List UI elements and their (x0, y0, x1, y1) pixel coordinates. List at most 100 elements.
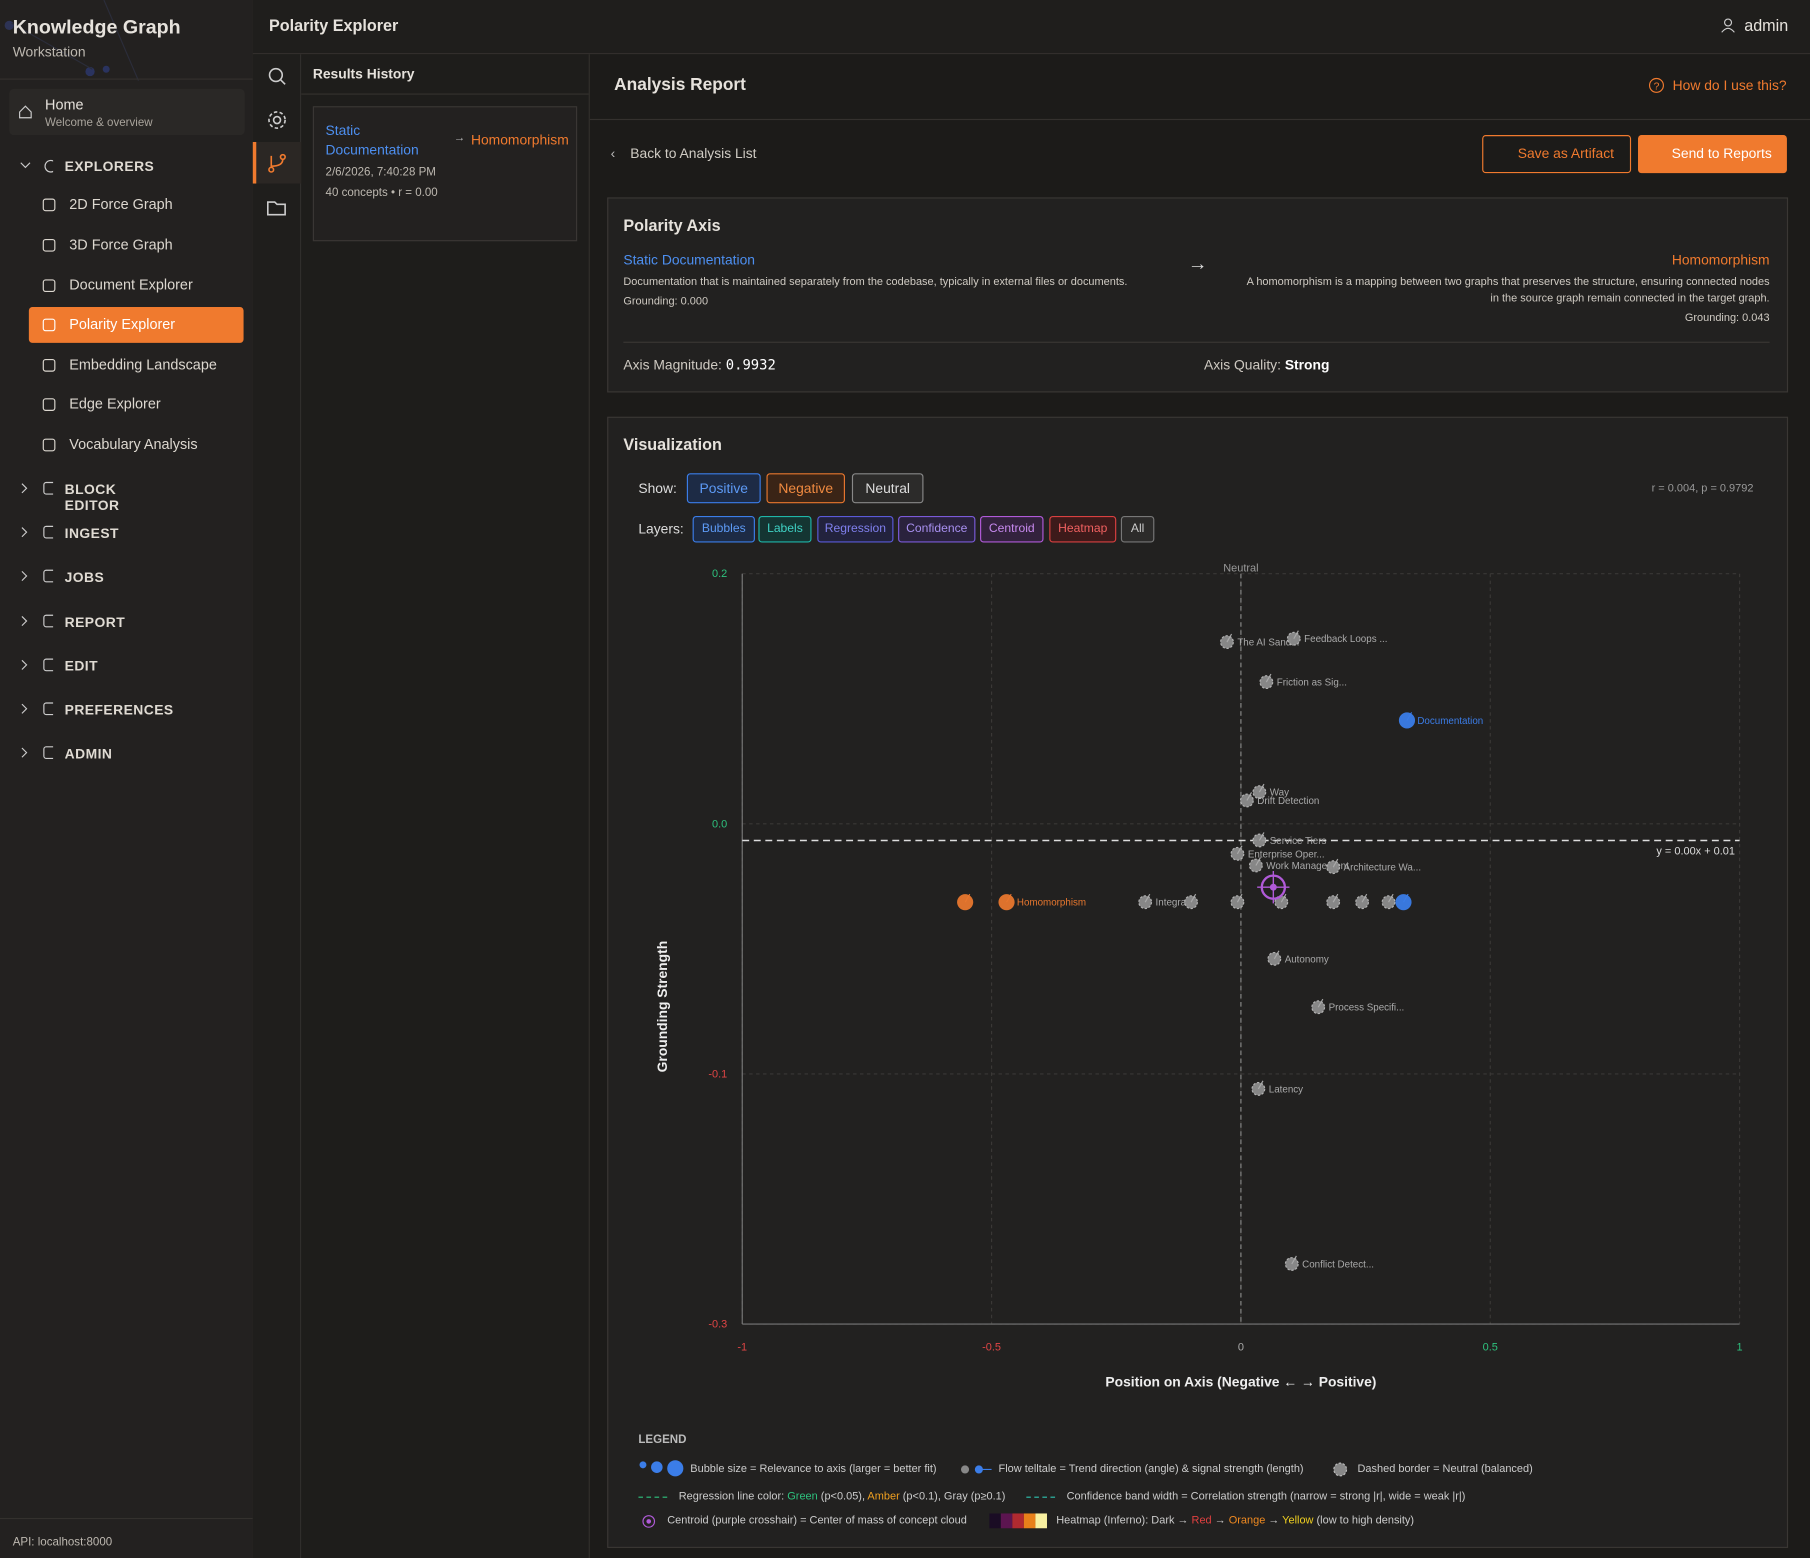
section-icon (21, 526, 54, 539)
divider (589, 118, 1810, 121)
legend-item: Regression line color: Green (p<0.05), A… (679, 1490, 1006, 1503)
positive-description: A homomorphism is a mapping between two … (1246, 275, 1770, 305)
nav-item[interactable]: 2D Force Graph (29, 187, 244, 223)
nav-item[interactable]: Polarity Explorer (28, 307, 244, 343)
sidebar: Knowledge Graph Workstation Home Welcome… (0, 0, 254, 1558)
section-label: ADMIN (64, 745, 113, 763)
divider (0, 78, 253, 80)
layer-toggle[interactable]: Confidence (898, 515, 976, 543)
send-reports-button[interactable]: Send to Reports (1638, 135, 1787, 174)
nav-item[interactable]: Document Explorer (29, 268, 244, 304)
magnitude-value: 0.9932 (725, 356, 776, 373)
point (1138, 895, 1153, 910)
layer-toggle[interactable]: Heatmap (1049, 515, 1117, 543)
negative-description: Documentation that is maintained separat… (623, 275, 1128, 289)
nav-item[interactable]: Edge Explorer (29, 387, 244, 423)
history-tab[interactable] (252, 141, 304, 184)
text: Orange (1228, 1514, 1266, 1528)
section-icon (21, 702, 54, 716)
point-label: Process Specifi... (1329, 1003, 1405, 1014)
nav-label: Embedding Landscape (69, 356, 217, 373)
axis-arrow: → (1187, 252, 1208, 275)
point-label: Service Tiers (1270, 836, 1327, 847)
layer-toggle[interactable]: Labels (758, 515, 812, 543)
nav-label: Polarity Explorer (69, 316, 176, 333)
button-label: Save as Artifact (1517, 145, 1614, 162)
layers-label: Layers: (638, 520, 684, 537)
history-meta: 40 concepts • r = 0.00 (325, 187, 438, 200)
positive-grounding: Grounding: 0.043 (1684, 311, 1770, 325)
arrow: → (453, 131, 466, 145)
svg-text:?: ? (1654, 81, 1660, 92)
nav-item[interactable]: Vocabulary Analysis (29, 427, 244, 463)
divider (0, 1517, 253, 1520)
flow-telltale (1332, 893, 1339, 903)
legend-item: Centroid (purple crosshair) = Center of … (667, 1514, 967, 1528)
point-label: Way (1270, 788, 1289, 799)
home-link[interactable]: Home Welcome & overview (9, 88, 245, 136)
regression-label: y = 0.00x + 0.01 (1656, 845, 1735, 857)
flow-telltale (1257, 1080, 1264, 1090)
neutral-label: Neutral (1223, 562, 1258, 574)
legend-item: Bubble size = Relevance to axis (larger … (690, 1462, 937, 1476)
flow-telltale (1190, 893, 1197, 903)
layer-toggle[interactable]: Bubbles (692, 515, 755, 543)
show-neutral[interactable]: Neutral (851, 473, 924, 504)
page-title: Polarity Explorer (268, 16, 399, 35)
nav-item[interactable]: Embedding Landscape (29, 347, 244, 383)
flow-telltale (1406, 712, 1413, 721)
home-sub: Welcome & overview (45, 116, 153, 130)
history-date: 2/6/2026, 7:40:28 PM (325, 166, 436, 179)
legend-regression (638, 1496, 671, 1498)
nav-icon (42, 398, 56, 411)
point-label: Enterprise Oper... (1248, 849, 1325, 860)
flow-telltale (1293, 630, 1299, 640)
divider (623, 341, 1770, 343)
button-label: Send to Reports (1671, 145, 1772, 162)
layer-toggle[interactable]: All (1120, 515, 1155, 543)
point-label: Latency (1269, 1084, 1303, 1095)
section-icon (21, 614, 54, 627)
user-name[interactable]: admin (1744, 16, 1789, 35)
history-entry[interactable]: Static Documentation → Homomorphism 2/6/… (312, 106, 578, 242)
point-label: Homomorphism (1017, 898, 1086, 909)
text: Red (1191, 1514, 1212, 1528)
search-tab[interactable] (267, 66, 288, 87)
show-label: Show: (638, 480, 677, 497)
x-tick-label: 0.5 (1483, 1342, 1498, 1354)
home-icon (19, 105, 32, 119)
layer-toggle[interactable]: Regression (817, 515, 894, 543)
legend-item: Heatmap (Inferno): Dark → Red → Orange →… (1056, 1514, 1414, 1527)
flow-telltale (1255, 857, 1261, 866)
y-tick-label: -0.3 (708, 1318, 727, 1330)
section-icon (21, 746, 54, 760)
section-label: INGEST (64, 525, 119, 542)
legend-item: Confidence band width = Correlation stre… (1066, 1490, 1466, 1503)
show-negative[interactable]: Negative (766, 473, 845, 504)
polarity-axis-card (607, 197, 1789, 393)
section-icon (20, 159, 54, 173)
show-positive[interactable]: Positive (686, 473, 761, 504)
folder-tab[interactable] (266, 197, 288, 218)
positive-pole: Homomorphism (1671, 251, 1770, 268)
nav-label: Edge Explorer (69, 395, 161, 413)
text: → (1265, 1514, 1283, 1528)
back-link[interactable]: Back to Analysis List (630, 145, 757, 162)
help-link[interactable]: How do I use this? (1672, 77, 1787, 94)
legend-confidence (1026, 1496, 1059, 1498)
nav-icon (42, 279, 56, 293)
layer-toggle[interactable]: Centroid (980, 515, 1044, 543)
app-subtitle: Workstation (12, 43, 86, 61)
magnitude-label: Axis Magnitude: (623, 356, 722, 373)
text: (low to high density) (1313, 1514, 1415, 1528)
back-icon: ‹ (610, 145, 616, 162)
legend-item: Dashed border = Neutral (balanced) (1357, 1462, 1533, 1476)
settings-tab[interactable] (267, 110, 288, 131)
centroid-crosshair (1257, 871, 1290, 904)
save-artifact-button[interactable]: Save as Artifact (1482, 135, 1632, 174)
quality-label: Axis Quality: (1203, 356, 1281, 373)
app-title: Knowledge Graph (12, 16, 181, 39)
flow-telltale (1291, 1255, 1297, 1265)
section-label: EDIT (64, 657, 99, 674)
nav-item[interactable]: 3D Force Graph (29, 227, 244, 263)
